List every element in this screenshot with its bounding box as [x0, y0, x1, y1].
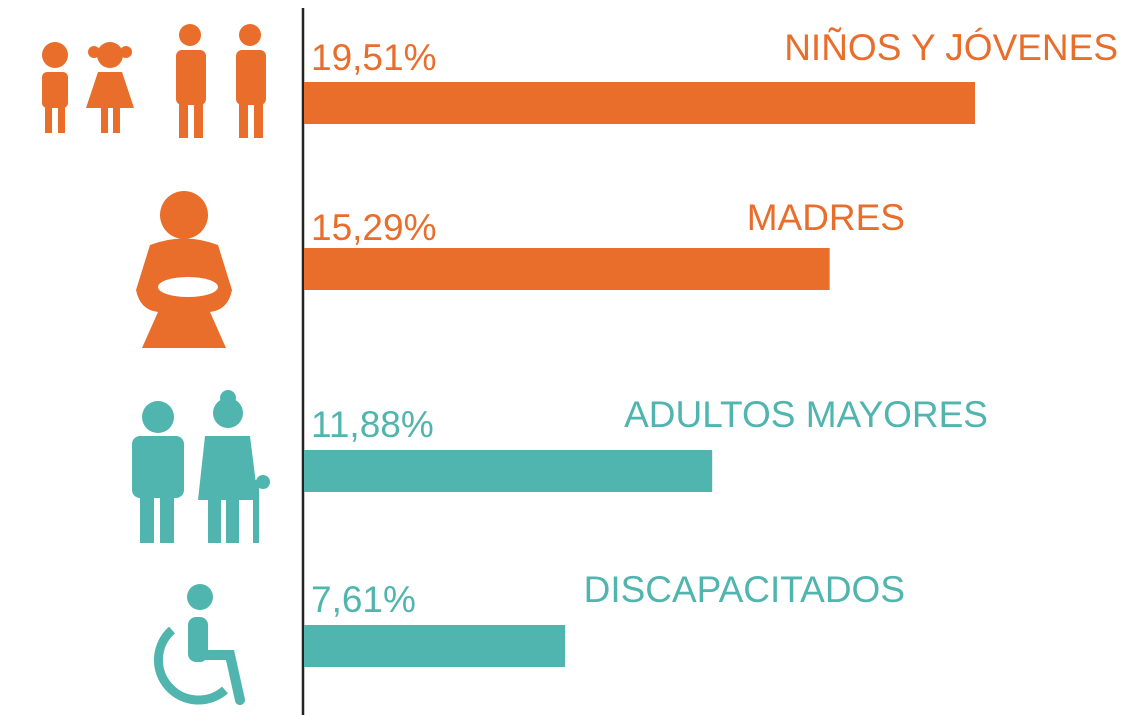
value-label: 11,88%: [311, 404, 434, 445]
bar: [304, 450, 713, 492]
bar: [304, 82, 975, 124]
category-label: ADULTOS MAYORES: [624, 394, 988, 435]
icon-wheelchair: [154, 584, 245, 705]
bar: [304, 248, 830, 290]
icon-children: [42, 24, 266, 138]
value-label: 19,51%: [311, 37, 437, 78]
category-label: MADRES: [747, 197, 905, 238]
category-label: NIÑOS Y JÓVENES: [784, 27, 1118, 68]
icon-elderly: [132, 390, 270, 543]
bar: [304, 625, 566, 667]
icon-mother: [136, 191, 232, 348]
value-label: 7,61%: [311, 579, 416, 620]
value-label: 15,29%: [311, 207, 437, 248]
category-label: DISCAPACITADOS: [584, 569, 905, 610]
